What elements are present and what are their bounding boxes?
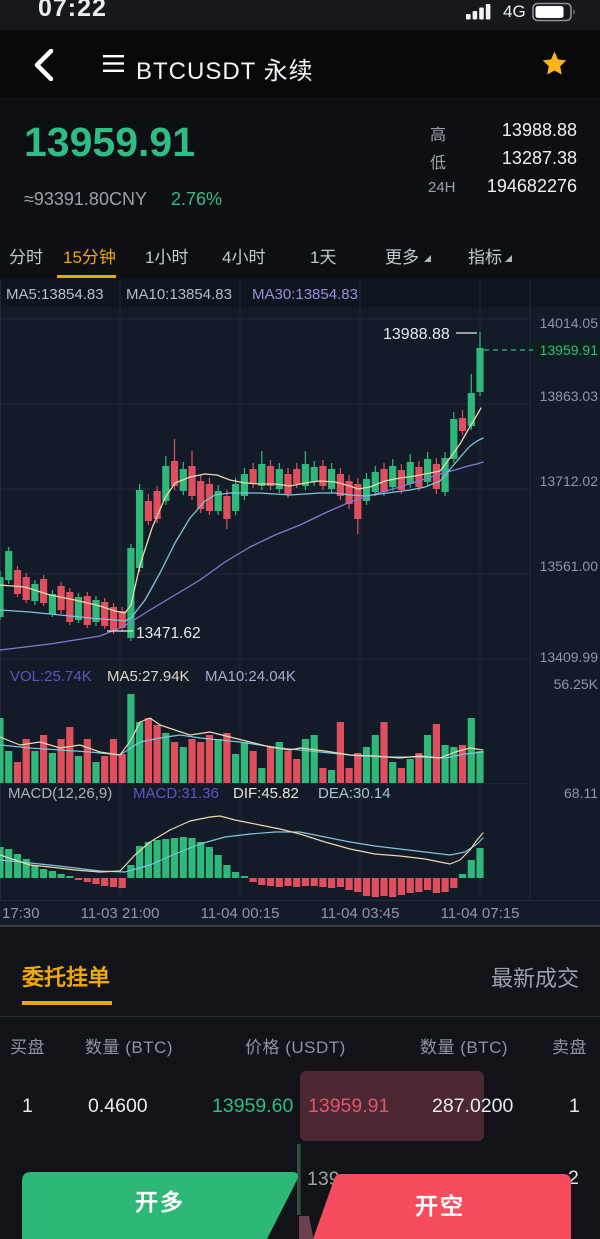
svg-text:DEA:30.14: DEA:30.14 bbox=[318, 785, 391, 802]
svg-text:13959.91: 13959.91 bbox=[540, 342, 599, 358]
svg-text:13712.02: 13712.02 bbox=[540, 473, 599, 489]
svg-text:MA5:27.94K: MA5:27.94K bbox=[107, 668, 190, 685]
svg-text:17:30: 17:30 bbox=[2, 905, 40, 922]
svg-text:MA5:13854.83: MA5:13854.83 bbox=[6, 286, 104, 303]
svg-text:MA30:13854.83: MA30:13854.83 bbox=[252, 286, 358, 303]
svg-text:13561.00: 13561.00 bbox=[540, 558, 599, 574]
svg-text:VOL:25.74K: VOL:25.74K bbox=[10, 668, 92, 685]
svg-text:11-04 03:45: 11-04 03:45 bbox=[321, 905, 400, 922]
svg-text:13988.88: 13988.88 bbox=[383, 326, 450, 343]
svg-text:MACD:31.36: MACD:31.36 bbox=[133, 785, 219, 802]
svg-text:68.11: 68.11 bbox=[564, 785, 598, 801]
svg-text:56.25K: 56.25K bbox=[554, 676, 599, 692]
svg-text:13863.03: 13863.03 bbox=[540, 388, 599, 404]
svg-text:MACD(12,26,9): MACD(12,26,9) bbox=[8, 785, 112, 802]
svg-text:MA10:24.04K: MA10:24.04K bbox=[205, 668, 296, 685]
svg-text:13409.99: 13409.99 bbox=[540, 649, 599, 665]
svg-text:开多: 开多 bbox=[135, 1189, 185, 1215]
svg-text:14014.05: 14014.05 bbox=[540, 315, 599, 331]
svg-text:11-04 07:15: 11-04 07:15 bbox=[441, 905, 520, 922]
svg-text:11-04 00:15: 11-04 00:15 bbox=[201, 905, 280, 922]
svg-text:MA10:13854.83: MA10:13854.83 bbox=[126, 286, 232, 303]
svg-text:13471.62: 13471.62 bbox=[136, 625, 201, 642]
svg-text:DIF:45.82: DIF:45.82 bbox=[233, 785, 299, 802]
svg-text:11-03 21:00: 11-03 21:00 bbox=[81, 905, 160, 922]
svg-text:开空: 开空 bbox=[415, 1193, 465, 1219]
